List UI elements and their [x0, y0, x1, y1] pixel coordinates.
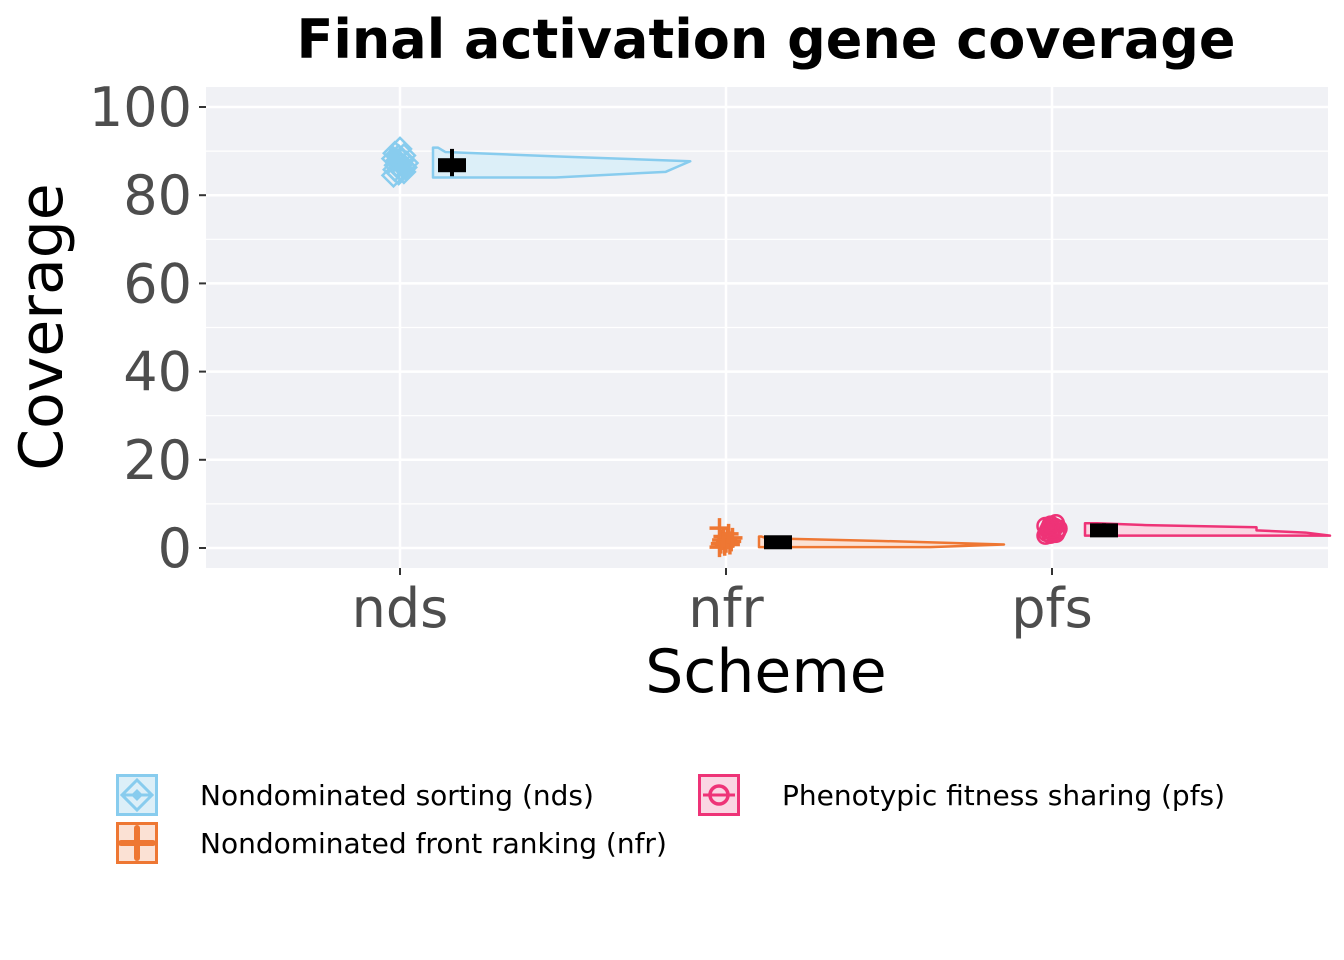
data-point-nds [382, 140, 408, 167]
violin-shapes [431, 146, 1332, 549]
median-box-nfr [764, 535, 792, 550]
chart-title: Final activation gene coverage [296, 8, 1235, 71]
legend-label-pfs: Phenotypic fitness sharing (pfs) [782, 778, 1226, 812]
x-axis-label: Scheme [645, 637, 886, 707]
y-tick-label: 40 [123, 341, 192, 404]
violin-nfr [757, 535, 1006, 549]
y-tick-label: 20 [123, 429, 192, 492]
legend: Nondominated sorting (nds) Nondominated … [116, 774, 1316, 874]
violin-nds [431, 146, 692, 179]
x-tick-label: pfs [1011, 577, 1092, 640]
data-point-nfr [709, 518, 730, 539]
data-point-nds [391, 142, 417, 169]
median-box-nds [438, 158, 466, 173]
y-axis-label: Coverage [7, 183, 77, 470]
legend-key-pfs [698, 774, 740, 816]
median-box-pfs [1090, 523, 1118, 538]
y-tick-label: 100 [89, 76, 192, 139]
data-points [380, 136, 1068, 558]
y-tick-label: 0 [158, 517, 192, 580]
violin-pfs [1083, 522, 1332, 537]
legend-label-nds: Nondominated sorting (nds) [200, 778, 594, 812]
x-tick-label: nfr [688, 577, 764, 640]
y-axis: 0 20 40 60 80 100 [89, 76, 206, 580]
median-markers [438, 148, 1118, 550]
x-axis: nds nfr pfs [352, 568, 1093, 640]
legend-key-nds [116, 774, 158, 816]
data-point-pfs [1046, 514, 1066, 533]
x-tick-label: nds [352, 577, 449, 640]
y-tick-label: 60 [123, 252, 192, 315]
legend-item-nfr: Nondominated front ranking (nfr) [116, 822, 667, 864]
legend-item-pfs: Phenotypic fitness sharing (pfs) [698, 774, 1225, 816]
y-tick-label: 80 [123, 164, 192, 227]
legend-key-nfr [116, 822, 158, 864]
legend-label-nfr: Nondominated front ranking (nfr) [200, 826, 667, 860]
data-point-nds [387, 136, 413, 162]
legend-item-nds: Nondominated sorting (nds) [116, 774, 594, 816]
